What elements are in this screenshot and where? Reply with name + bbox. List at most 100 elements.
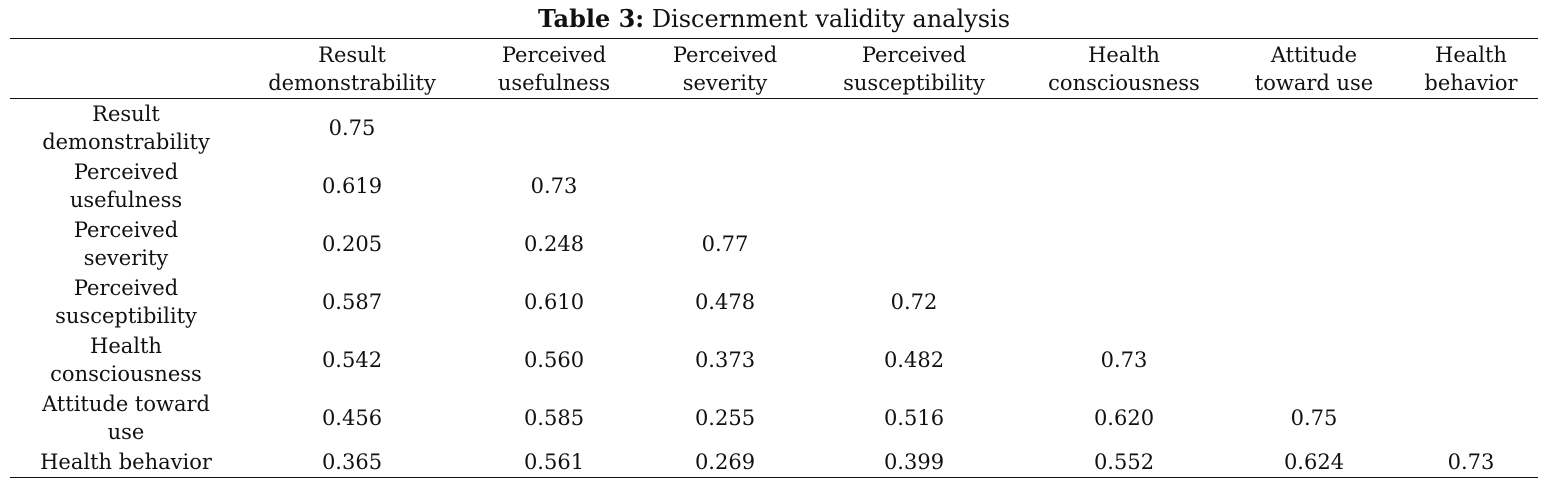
row-header: Attitude toward use (10, 389, 242, 447)
table-cell (804, 157, 1024, 215)
table-row: Health behavior 0.365 0.561 0.269 0.399 … (10, 447, 1538, 478)
row-header-line2: severity (83, 246, 169, 270)
header-row: Result demonstrability Perceived usefulnes… (10, 38, 1538, 99)
table-cell (804, 99, 1024, 158)
table-cell: 0.516 (883, 406, 945, 430)
table-cell: 0.610 (523, 290, 585, 314)
table-header: Result demonstrability Perceived usefulnes… (10, 38, 1538, 99)
table-cell (1404, 389, 1538, 447)
row-header-line1: Perceived (73, 218, 179, 242)
table-cell (1404, 215, 1538, 273)
table-cell: 0.248 (523, 232, 585, 256)
row-header: Health consciousness (10, 331, 242, 389)
row-header-line1: Attitude toward (42, 392, 210, 416)
table-cell: 0.552 (1093, 450, 1155, 474)
table-cell (1024, 157, 1224, 215)
table-cell: 0.269 (694, 450, 756, 474)
column-header-line1: Health (1088, 43, 1160, 67)
column-header: Perceived susceptibility (804, 39, 1024, 99)
row-header-line1: Health behavior (40, 450, 212, 474)
table-cell: 0.624 (1283, 450, 1345, 474)
row-header: Result demonstrability (10, 99, 242, 158)
table-cell: 0.255 (694, 406, 756, 430)
table-cell: 0.620 (1093, 406, 1155, 430)
table-cell: 0.561 (523, 450, 585, 474)
table-cell: 0.73 (1100, 348, 1148, 372)
table-cell: 0.73 (1447, 450, 1495, 474)
column-header-line2: behavior (1424, 71, 1518, 95)
table-cell: 0.619 (321, 174, 383, 198)
column-header: Result demonstrability (242, 39, 462, 99)
table-cell (646, 99, 804, 158)
row-header-line1: Perceived (73, 276, 179, 300)
table-cell: 0.205 (321, 232, 383, 256)
column-header-line2: demonstrability (268, 71, 436, 95)
row-header-line2: usefulness (69, 188, 183, 212)
column-header: Health behavior (1404, 39, 1538, 99)
column-header-line2: usefulness (497, 71, 611, 95)
table-cell: 0.75 (328, 116, 376, 140)
table-cell (804, 215, 1024, 273)
column-header-line1: Perceived (672, 43, 778, 67)
table-cell: 0.542 (321, 348, 383, 372)
column-header: Perceived severity (646, 39, 804, 99)
table-row: Perceived severity 0.205 0.248 0.77 (10, 215, 1538, 273)
column-header: Attitude toward use (1224, 39, 1404, 99)
column-header-line1: Perceived (501, 43, 607, 67)
table-cell: 0.482 (883, 348, 945, 372)
table-body: Result demonstrability 0.75 Perceived usef… (10, 99, 1538, 478)
column-header-line2: consciousness (1048, 71, 1200, 95)
table-cell (646, 157, 804, 215)
column-header-line1: Perceived (861, 43, 967, 67)
row-header-line1: Health (90, 334, 162, 358)
row-header-line2: demonstrability (42, 130, 210, 154)
table-caption-label: Table 3: (537, 4, 645, 33)
row-header: Perceived usefulness (10, 157, 242, 215)
table-cell: 0.73 (530, 174, 578, 198)
table-cell: 0.585 (523, 406, 585, 430)
table-cell (1024, 273, 1224, 331)
table-cell (1224, 215, 1404, 273)
row-header: Health behavior (10, 447, 242, 478)
table-cell (462, 99, 646, 158)
table-row: Health consciousness 0.542 0.560 0.373 0.… (10, 331, 1538, 389)
discriminant-validity-table: Result demonstrability Perceived usefulnes… (10, 38, 1538, 478)
table-cell (1404, 273, 1538, 331)
table-cell (1224, 331, 1404, 389)
row-header-line1: Result (92, 102, 160, 126)
table-cell (1224, 99, 1404, 158)
column-header-line2: severity (682, 71, 768, 95)
column-header-line2: toward use (1254, 71, 1374, 95)
table-cell (1404, 99, 1538, 158)
row-header-line2: susceptibility (55, 304, 197, 328)
table-cell: 0.373 (694, 348, 756, 372)
table-row: Result demonstrability 0.75 (10, 99, 1538, 158)
column-header-line2: susceptibility (843, 71, 985, 95)
column-header: Health consciousness (1024, 39, 1224, 99)
table-cell: 0.560 (523, 348, 585, 372)
table-row: Perceived susceptibility 0.587 0.610 0.47… (10, 273, 1538, 331)
table-row: Perceived usefulness 0.619 0.73 (10, 157, 1538, 215)
table-cell: 0.75 (1290, 406, 1338, 430)
table-cell (1404, 157, 1538, 215)
header-corner (10, 39, 242, 99)
table-cell (1404, 331, 1538, 389)
row-header-line2: consciousness (50, 362, 202, 386)
row-header: Perceived severity (10, 215, 242, 273)
table-cell: 0.587 (321, 290, 383, 314)
row-header-line1: Perceived (73, 160, 179, 184)
row-header-line2: use (107, 420, 145, 444)
table-cell (1024, 99, 1224, 158)
column-header-line1: Attitude (1270, 43, 1358, 67)
table-cell (1224, 157, 1404, 215)
table-cell (1224, 273, 1404, 331)
table-cell: 0.478 (694, 290, 756, 314)
table-cell: 0.456 (321, 406, 383, 430)
table-cell: 0.365 (321, 450, 383, 474)
table-caption: Table 3: Discernment validity analysis (0, 4, 1548, 34)
table-caption-text: Discernment validity analysis (651, 5, 1011, 33)
column-header-line1: Result (318, 43, 386, 67)
table-row: Attitude toward use 0.456 0.585 0.255 0.5… (10, 389, 1538, 447)
row-header: Perceived susceptibility (10, 273, 242, 331)
table-cell (1024, 215, 1224, 273)
